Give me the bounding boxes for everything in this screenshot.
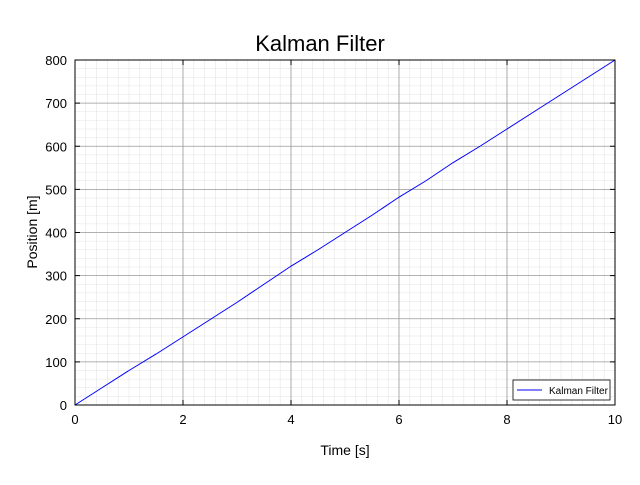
legend: Kalman Filter — [512, 379, 611, 401]
x-tick-label: 4 — [287, 412, 294, 427]
y-tick-label: 0 — [60, 398, 67, 413]
x-tick-label: 6 — [395, 412, 402, 427]
y-tick-label: 800 — [45, 53, 67, 68]
y-tick-label: 500 — [45, 182, 67, 197]
legend-label-kalman-filter: Kalman Filter — [549, 386, 609, 397]
y-tick-label: 700 — [45, 96, 67, 111]
y-tick-label: 600 — [45, 139, 67, 154]
series-line-kalman-filter — [74, 59, 616, 406]
y-tick-label: 100 — [45, 355, 67, 370]
y-tick-label: 300 — [45, 269, 67, 284]
x-tick-label: 10 — [608, 412, 622, 427]
chart-title: Kalman Filter — [255, 31, 385, 56]
x-tick-label: 8 — [503, 412, 510, 427]
y-tick-label: 400 — [45, 226, 67, 241]
y-axis-label: Position [m] — [24, 195, 40, 268]
legend-box — [512, 379, 611, 401]
x-tick-label: 0 — [71, 412, 78, 427]
x-tick-label: 2 — [179, 412, 186, 427]
y-tick-label: 200 — [45, 312, 67, 327]
x-axis-label: Time [s] — [320, 442, 369, 458]
